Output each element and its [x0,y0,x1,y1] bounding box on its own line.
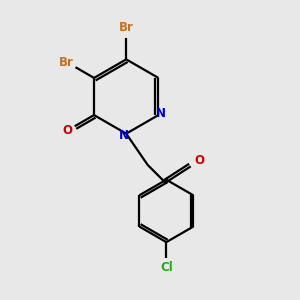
Text: O: O [62,124,73,137]
Text: Cl: Cl [160,261,173,274]
Text: N: N [119,129,129,142]
Text: Br: Br [119,21,134,34]
Text: N: N [156,107,166,120]
Text: Br: Br [59,56,74,68]
Text: O: O [194,154,204,167]
